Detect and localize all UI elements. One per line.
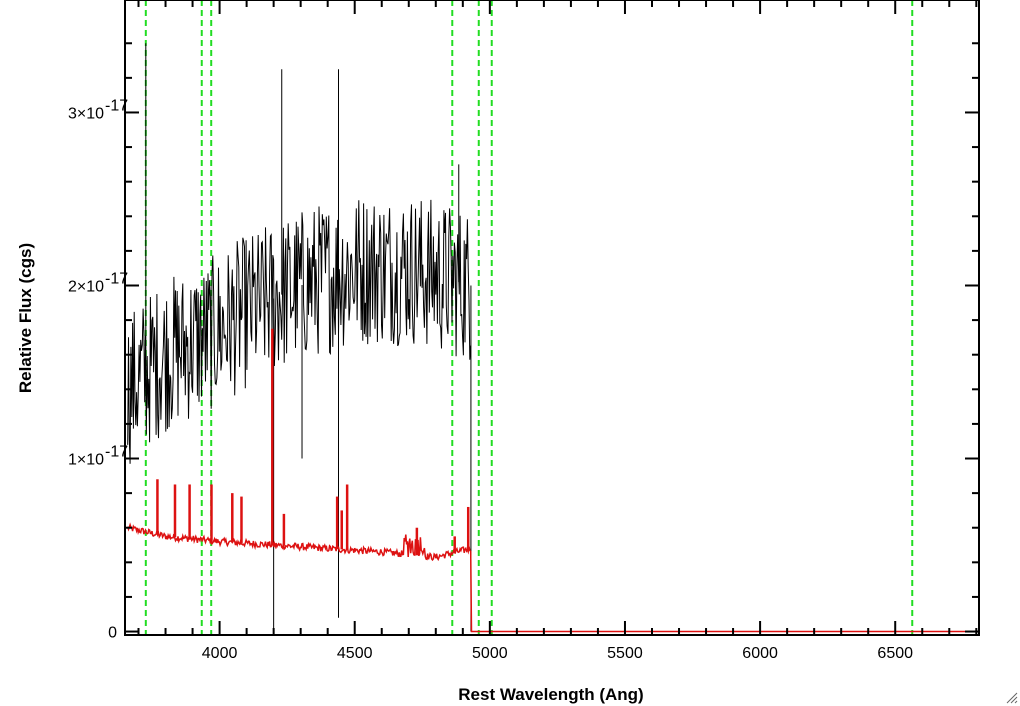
y-axis-title: Relative Flux (cgs) [16, 243, 35, 393]
y-tick-exponent: -17 [105, 97, 128, 114]
plot-frame [124, 0, 980, 636]
y-tick-label: 0 [108, 625, 117, 642]
x-tick-label: 5500 [607, 645, 643, 662]
y-tick-label: 1×10 [68, 452, 104, 469]
observed-spectrum-line [127, 199, 472, 464]
x-tick-label: 4000 [202, 645, 238, 662]
x-tick-label: 5000 [472, 645, 508, 662]
y-tick-exponent: -17 [105, 444, 128, 461]
model-spectrum-line [126, 522, 979, 633]
x-axis-ticks: 4000 4500 5000 5500 6000 6500 [137, 0, 978, 662]
x-tick-label: 6000 [742, 645, 778, 662]
x-tick-label: 6500 [877, 645, 913, 662]
series-layer [126, 43, 979, 633]
y-axis-ticks: 01×10 -172×10 -173×10 -17 [68, 42, 979, 642]
resize-grip-icon[interactable] [1006, 692, 1018, 704]
x-axis-title: Rest Wavelength (Ang) [458, 685, 643, 704]
x-tick-label: 4500 [337, 645, 373, 662]
y-tick-exponent: -17 [105, 270, 128, 287]
y-tick-label: 3×10 [68, 105, 104, 122]
y-tick-label: 2×10 [68, 278, 104, 295]
